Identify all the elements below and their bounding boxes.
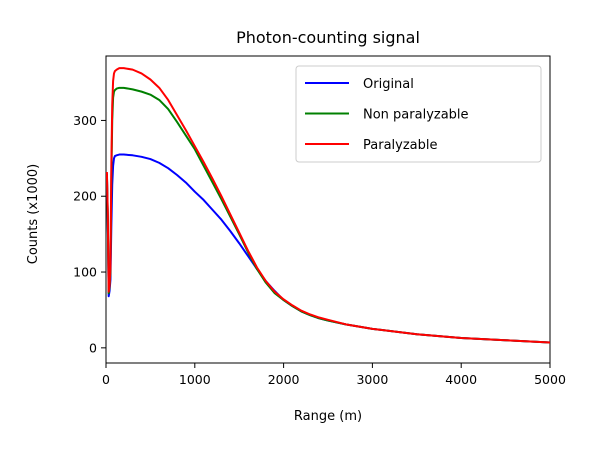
legend-label: Paralyzable [363,138,438,153]
x-tick-label: 1000 [179,372,211,387]
legend-label: Original [363,77,414,92]
plot-frame [105,55,551,364]
y-axis: 0 100 200 300 [73,113,106,355]
x-tick-label: 3000 [356,372,388,387]
legend-entries: Original Non paralyzable Paralyzable [305,77,469,153]
y-axis-label: Counts (x1000) [26,164,41,264]
x-tick-label: 0 [102,372,110,387]
legend: Original Non paralyzable Paralyzable [295,65,542,163]
x-tick-label: 4000 [445,372,477,387]
chart-title: Photon-counting signal [236,28,420,47]
y-tick-label: 0 [89,340,97,355]
series-line-paralyzable [106,67,550,344]
y-tick-label: 200 [73,189,97,204]
series-line-original [106,153,550,344]
y-tick-label: 300 [73,113,97,128]
plot-area [105,55,551,364]
x-axis-label: Range (m) [294,409,362,424]
x-tick-label: 5000 [534,372,566,387]
series-group [106,67,550,344]
legend-box [295,65,542,163]
legend-label: Non paralyzable [363,108,469,123]
y-tick-label: 100 [73,265,97,280]
x-axis: 0 1000 2000 3000 4000 5000 [102,363,566,387]
x-tick-label: 2000 [268,372,300,387]
